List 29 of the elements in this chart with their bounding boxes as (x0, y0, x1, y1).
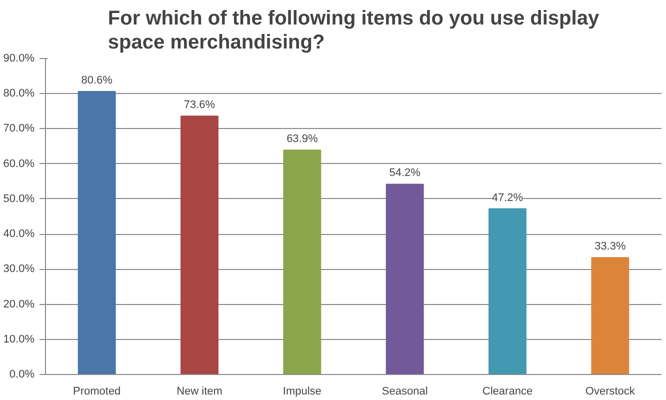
x-tick-label: Clearance (482, 386, 533, 398)
y-tick-label: 30.0% (3, 263, 35, 276)
y-tick-label: 50.0% (3, 192, 35, 205)
bar (488, 208, 526, 374)
x-tick-label: Seasonal (382, 386, 428, 398)
x-tick-label: New item (176, 386, 222, 398)
x-tick-label: Overstock (585, 386, 636, 398)
y-tick-label: 60.0% (3, 158, 35, 170)
bar (283, 150, 322, 374)
x-tick-label: Promoted (72, 386, 121, 398)
data-label: 80.6% (81, 74, 113, 87)
bar (386, 184, 424, 374)
y-tick-label: 80.0% (3, 88, 35, 100)
data-label: 54.2% (389, 167, 421, 180)
y-tick-label: 0.0% (9, 368, 35, 380)
bar (591, 257, 630, 374)
y-tick-label: 20.0% (3, 298, 35, 310)
y-tick-label: 40.0% (3, 228, 35, 240)
y-tick-label: 90.0% (3, 52, 35, 64)
y-tick-label: 10.0% (3, 333, 35, 346)
bar (180, 116, 218, 374)
y-tick-label: 70.0% (3, 122, 35, 135)
data-label: 33.3% (594, 240, 626, 253)
bar (78, 91, 116, 374)
chart-title: For which of the following items do you use display space merchandising? (108, 7, 600, 54)
data-label: 63.9% (286, 133, 318, 146)
data-label: 73.6% (184, 99, 216, 112)
x-tick-label: Impulse (282, 386, 322, 398)
data-label: 47.2% (492, 192, 524, 204)
